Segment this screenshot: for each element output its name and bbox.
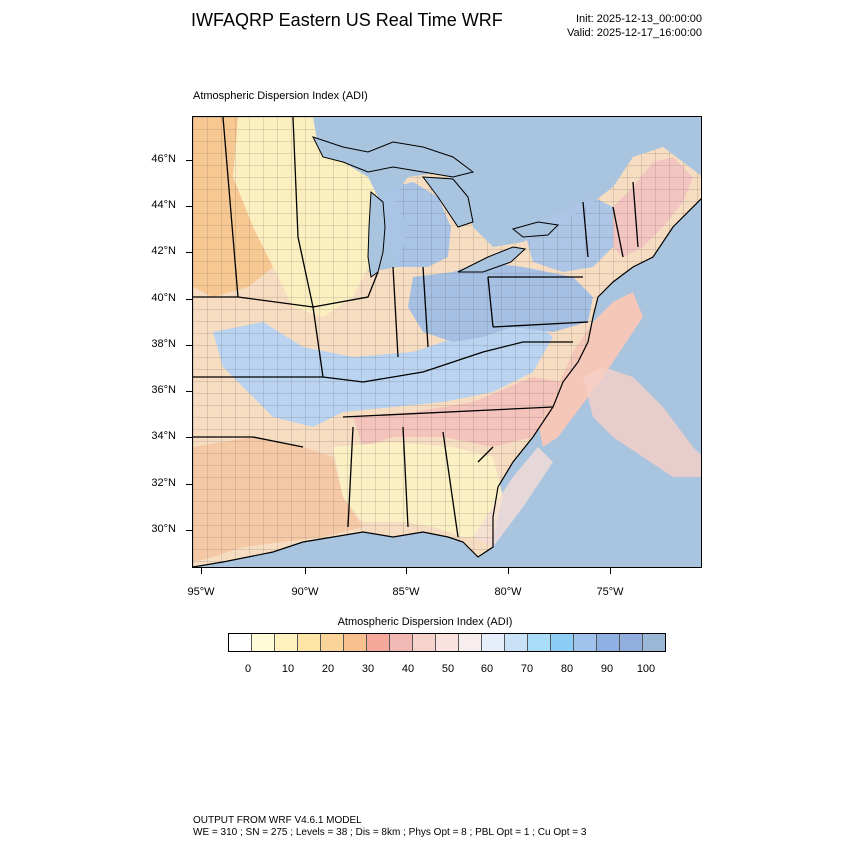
lake-superior — [312, 136, 475, 178]
colorbar-swatch-10 — [459, 634, 482, 651]
lat-label-36: 36°N — [151, 384, 176, 396]
colorbar-label-50: 50 — [441, 663, 455, 675]
lat-label-32: 32°N — [151, 477, 176, 489]
colorbar-swatch-13 — [528, 634, 551, 651]
colorbar-label-20: 20 — [321, 663, 335, 675]
map-title: IWFAQRP Eastern US Real Time WRF — [191, 10, 503, 30]
state-boundaries — [193, 117, 639, 538]
footer-model-info: OUTPUT FROM WRF V4.6.1 MODEL — [193, 815, 362, 826]
colorbar-swatch-4 — [321, 634, 344, 651]
lat-label-40: 40°N — [151, 292, 176, 304]
colorbar-swatch-14 — [551, 634, 574, 651]
init-time: Init: 2025-12-13_00:00:00 — [576, 13, 702, 25]
colorbar-swatch-6 — [367, 634, 390, 651]
colorbar-swatch-12 — [505, 634, 528, 651]
colorbar-swatch-18 — [643, 634, 665, 651]
lat-label-46: 46°N — [151, 153, 176, 165]
footer-config-info: WE = 310 ; SN = 275 ; Levels = 38 ; Dis … — [193, 827, 587, 838]
colorbar-label-100: 100 — [636, 663, 656, 675]
colorbar-swatch-11 — [482, 634, 505, 651]
colorbar-title: Atmospheric Dispersion Index (ADI) — [337, 616, 513, 628]
offshore-warm — [583, 367, 701, 477]
lake-ontario — [511, 221, 560, 238]
map-panel — [192, 116, 702, 568]
colorbar-swatch-8 — [413, 634, 436, 651]
colorbar — [228, 633, 666, 652]
lon-label-80: 80°W — [494, 586, 522, 598]
colorbar-swatch-16 — [597, 634, 620, 651]
colorbar-swatch-15 — [574, 634, 597, 651]
coastline — [193, 198, 701, 567]
lon-label-75: 75°W — [596, 586, 624, 598]
lake-erie — [457, 246, 527, 273]
colorbar-label-0: 0 — [244, 663, 252, 675]
colorbar-swatch-9 — [436, 634, 459, 651]
colorbar-swatch-5 — [344, 634, 367, 651]
region-pink-coast — [538, 292, 643, 447]
colorbar-label-60: 60 — [480, 663, 494, 675]
lat-label-34: 34°N — [151, 430, 176, 442]
colorbar-label-30: 30 — [361, 663, 375, 675]
colorbar-label-80: 80 — [560, 663, 574, 675]
plot-subtitle: Atmospheric Dispersion Index (ADI) — [193, 90, 368, 102]
lat-label-42: 42°N — [151, 245, 176, 257]
colorbar-swatch-7 — [390, 634, 413, 651]
lon-label-85: 85°W — [392, 586, 420, 598]
colorbar-label-90: 90 — [600, 663, 614, 675]
colorbar-label-70: 70 — [520, 663, 534, 675]
valid-time: Valid: 2025-12-17_16:00:00 — [567, 27, 702, 39]
lon-label-90: 90°W — [291, 586, 319, 598]
lat-label-38: 38°N — [151, 338, 176, 350]
colorbar-label-10: 10 — [281, 663, 295, 675]
colorbar-swatch-2 — [275, 634, 298, 651]
adi-map — [193, 117, 701, 567]
colorbar-swatch-3 — [298, 634, 321, 651]
lake-huron — [421, 176, 474, 228]
colorbar-swatch-0 — [229, 634, 252, 651]
lat-label-44: 44°N — [151, 199, 176, 211]
colorbar-label-40: 40 — [401, 663, 415, 675]
lon-label-95: 95°W — [187, 586, 215, 598]
county-boundaries — [193, 117, 701, 567]
lat-label-30: 30°N — [151, 523, 176, 535]
colorbar-swatch-1 — [252, 634, 275, 651]
colorbar-swatch-17 — [620, 634, 643, 651]
